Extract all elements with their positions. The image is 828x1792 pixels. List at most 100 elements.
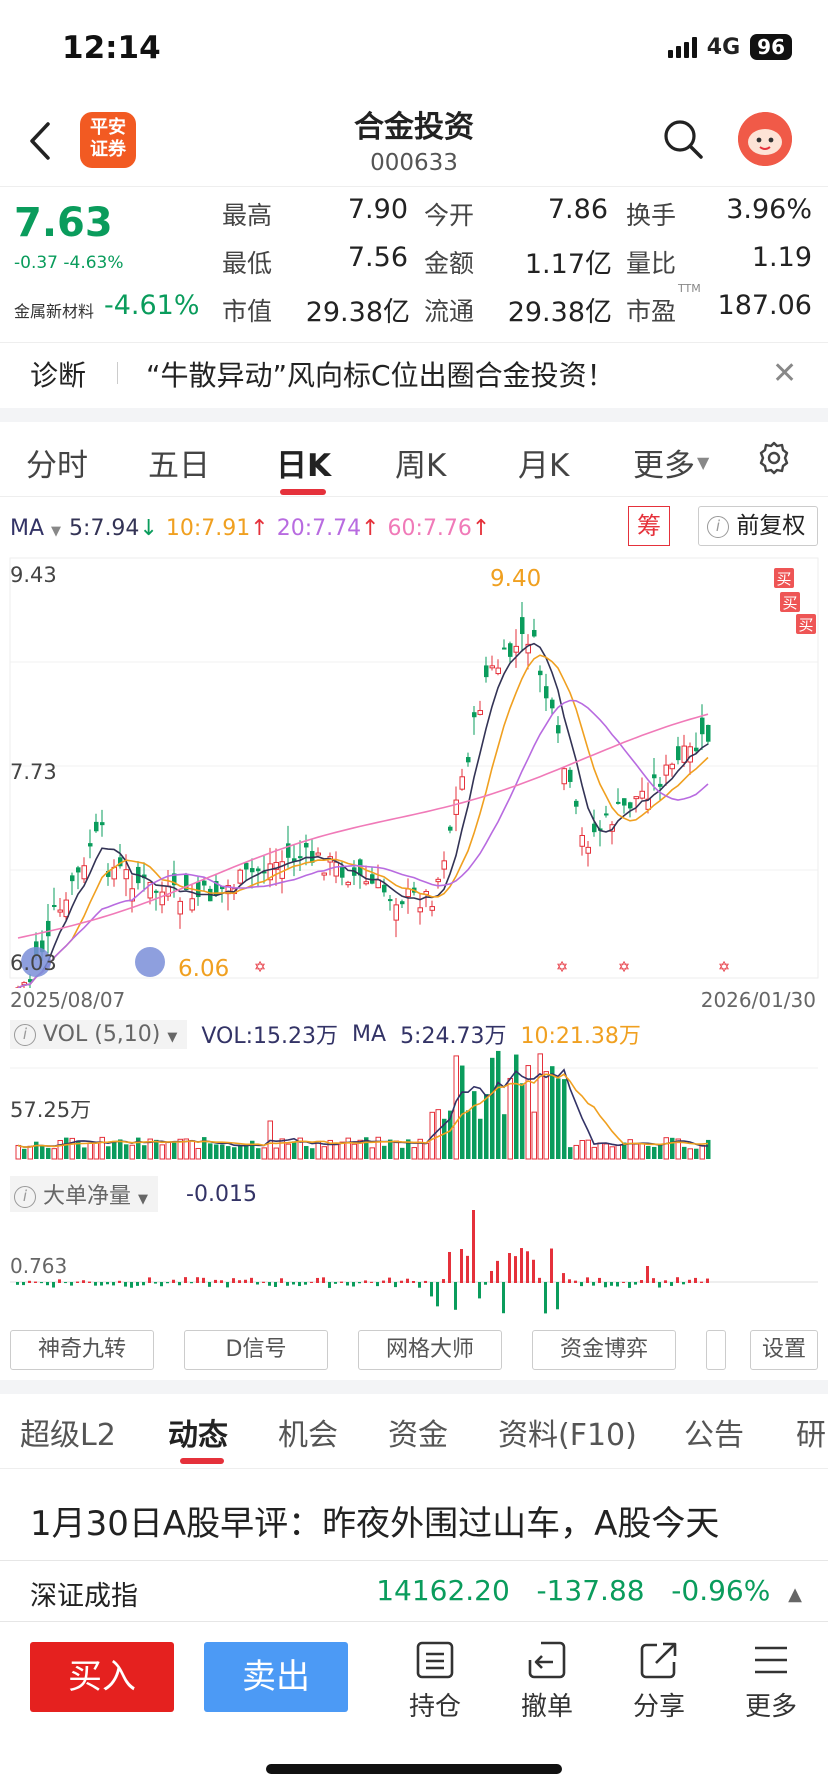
tab-research[interactable]: 研	[796, 1418, 826, 1453]
tab-funds[interactable]: 资金	[388, 1418, 448, 1453]
net-order-bar	[634, 1282, 637, 1285]
volume-bar	[214, 1144, 219, 1159]
price-change: -0.37 -4.63%	[14, 253, 124, 273]
tool-button-d-signal[interactable]: D信号	[184, 1330, 328, 1370]
net-order-bar	[178, 1282, 181, 1286]
signal-star-icon: ✡	[254, 958, 267, 976]
gear-icon[interactable]	[756, 440, 792, 476]
search-icon[interactable]	[662, 118, 704, 160]
y-axis-low-label: 6.03	[10, 951, 57, 975]
candle-body	[477, 710, 483, 715]
candle-body	[315, 852, 321, 856]
positions-button[interactable]: 持仓	[390, 1640, 480, 1723]
candle-body	[484, 665, 489, 678]
sector-change[interactable]: -4.61%	[104, 290, 200, 321]
quote-panel	[0, 186, 828, 334]
volume-bar	[165, 1141, 171, 1160]
candle-body	[513, 645, 519, 653]
ma-label[interactable]: MA ▼	[10, 516, 62, 541]
tab-super-l2[interactable]: 超级L2	[20, 1418, 116, 1453]
quote-label: 最低	[222, 249, 273, 278]
volume-bar	[82, 1147, 87, 1159]
candle-body	[63, 899, 69, 918]
diagnosis-label: 诊断	[30, 359, 87, 392]
volume-chart[interactable]	[0, 1044, 828, 1164]
avatar[interactable]	[738, 112, 792, 166]
net-order-bar	[52, 1282, 55, 1288]
tab-weekly-k[interactable]: 周K	[395, 448, 447, 484]
tab-more[interactable]: 更多 ▼	[633, 448, 710, 484]
net-order-bar	[700, 1281, 703, 1283]
tool-button-grid-master[interactable]: 网格大师	[358, 1330, 502, 1370]
candle-body	[706, 724, 711, 742]
candle-body	[592, 823, 597, 833]
tab-five-day[interactable]: 五日	[148, 448, 210, 484]
y-axis-mid-label: 7.73	[10, 760, 57, 784]
net-order-selector[interactable]: i 大单净量 ▼	[10, 1176, 159, 1212]
quote-value: 29.38亿	[305, 297, 410, 328]
volume-bar	[585, 1139, 591, 1160]
volume-bar	[339, 1141, 345, 1160]
more-button[interactable]: 更多	[726, 1640, 816, 1723]
candle-body	[652, 774, 657, 779]
net-order-bar	[442, 1279, 445, 1283]
net-order-chart[interactable]	[0, 1200, 828, 1325]
volume-bar	[663, 1137, 669, 1160]
sector-label[interactable]: 金属新材料	[14, 302, 95, 321]
news-headline[interactable]: 1月30日A股早评：昨夜外围过山车，A股今天	[30, 1504, 720, 1544]
tab-intraday[interactable]: 分时	[26, 448, 88, 484]
date-start-label: 2025/08/07	[10, 988, 126, 1012]
candle-body	[441, 860, 447, 870]
index-values: 14162.20 -137.88 -0.96% ▲	[376, 1574, 802, 1607]
tool-settings-button[interactable]: 设置	[750, 1330, 818, 1370]
tab-announcements[interactable]: 公告	[684, 1418, 744, 1453]
cancel-order-button[interactable]: 撤单	[502, 1640, 592, 1723]
net-order-bar	[340, 1281, 343, 1283]
net-order-bar	[454, 1282, 457, 1310]
tool-button-partial[interactable]	[706, 1330, 726, 1370]
tool-button-nine-turns[interactable]: 神奇九转	[10, 1330, 154, 1370]
candle-body	[532, 629, 537, 637]
pe-superscript: TTM	[678, 282, 701, 295]
back-icon[interactable]	[22, 118, 62, 164]
battery-icon: 96	[750, 34, 792, 60]
tool-button-fund-game[interactable]: 资金博弈	[532, 1330, 676, 1370]
kline-chart[interactable]: 买买买✡ ✡ ✡ ✡6.03	[0, 548, 828, 988]
net-order-bar	[106, 1282, 109, 1285]
ma60-line	[17, 713, 709, 939]
vol-value: VOL:15.23万	[201, 1024, 339, 1049]
net-order-bar	[262, 1281, 265, 1283]
net-order-bar	[76, 1281, 79, 1283]
buy-button[interactable]: 买入	[30, 1642, 174, 1712]
net-order-bar	[232, 1278, 235, 1283]
tab-f10[interactable]: 资料(F10)	[498, 1418, 637, 1453]
tab-news[interactable]: 动态	[168, 1418, 228, 1453]
candle-body	[202, 880, 207, 886]
volume-bar	[99, 1136, 105, 1160]
share-button[interactable]: 分享	[614, 1640, 704, 1723]
tab-daily-k[interactable]: 日K	[276, 448, 332, 484]
close-icon[interactable]: ✕	[772, 356, 798, 391]
net-order-bar	[220, 1280, 223, 1283]
candle-body	[489, 665, 495, 669]
diagnosis-text[interactable]: “牛散异动”风向标C位出圈合金投资！	[146, 359, 615, 392]
net-order-bar	[46, 1282, 49, 1286]
candle-body	[585, 846, 591, 854]
price-adjust-button[interactable]: i 前复权	[698, 506, 818, 546]
tab-monthly-k[interactable]: 月K	[518, 448, 570, 484]
ma10-value: 10:7.91↑	[165, 516, 269, 541]
net-order-bar	[190, 1282, 193, 1284]
net-order-bar	[130, 1282, 133, 1288]
net-order-bar	[544, 1282, 547, 1314]
sell-button[interactable]: 卖出	[204, 1642, 348, 1712]
candle-body	[694, 747, 699, 752]
volume-bar	[40, 1145, 45, 1159]
tab-opportunity[interactable]: 机会	[278, 1418, 338, 1453]
net-order-bar	[490, 1270, 493, 1283]
chip-distribution-button[interactable]: 筹	[628, 506, 670, 546]
diagnosis-bar[interactable]	[0, 342, 828, 404]
net-order-bar	[358, 1282, 361, 1284]
net-order-bar	[298, 1282, 301, 1287]
index-ticker-bar[interactable]	[0, 1560, 828, 1622]
vol-indicator-selector[interactable]: i VOL (5,10) ▼	[10, 1019, 188, 1049]
